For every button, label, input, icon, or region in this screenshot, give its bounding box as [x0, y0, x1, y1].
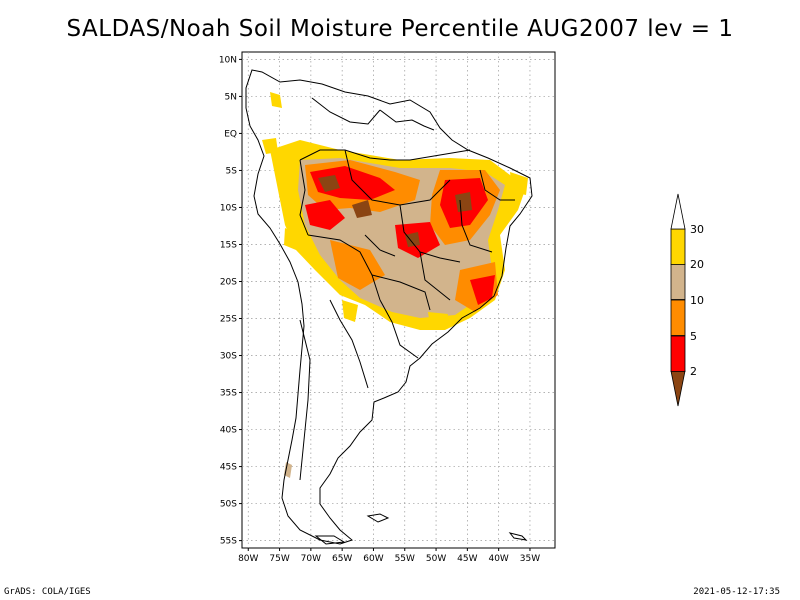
colorbar-segment [670, 335, 686, 372]
footer-credit: GrADS: COLA/IGES [4, 587, 91, 597]
lat-tick-label: 55S [220, 537, 237, 547]
country-border [307, 234, 381, 301]
island-outline [508, 532, 528, 541]
percentile-band-below-2 [405, 232, 420, 247]
lat-tick-label: 10N [219, 55, 237, 65]
country-border [299, 149, 471, 161]
percentile-band-2-5 [470, 275, 495, 305]
lon-tick-label: 75W [269, 554, 289, 564]
colorbar-segment [670, 228, 686, 265]
lat-tick-label: 15S [220, 240, 237, 250]
lon-tick-label: 70W [301, 554, 321, 564]
lon-tick-label: 45W [457, 554, 477, 564]
lon-tick-label: 55W [395, 554, 415, 564]
state-border [479, 169, 515, 201]
lat-tick-label: 40S [220, 426, 237, 436]
state-border [419, 251, 451, 301]
country-border [311, 97, 381, 125]
lat-tick-label: 10S [220, 203, 237, 213]
percentile-band-20-30 [428, 312, 448, 328]
lat-tick-label: 5N [225, 92, 237, 102]
percentile-band-2-5 [310, 166, 395, 200]
percentile-band-20-30 [262, 138, 278, 154]
colorbar-label: 20 [690, 258, 704, 271]
colorbar-segment [670, 263, 686, 300]
colorbar-upper-arrow-icon [670, 193, 686, 230]
percentile-band-below-2 [455, 192, 472, 212]
lat-tick-label: 25S [220, 315, 237, 325]
state-border [459, 199, 493, 253]
lon-tick-label: 50W [426, 554, 446, 564]
country-border [371, 274, 431, 311]
map-title: SALDAS/Noah Soil Moisture Percentile AUG… [66, 16, 734, 42]
lon-tick-label: 35W [520, 554, 540, 564]
lat-tick-label: EQ [224, 129, 237, 139]
lon-tick-label: 80W [238, 554, 258, 564]
colorbar-label: 2 [690, 365, 697, 378]
island-outline [314, 535, 346, 545]
percentile-band-20-30 [342, 300, 358, 322]
percentile-band-20-30 [270, 92, 282, 108]
percentile-band-20-30 [284, 462, 292, 478]
state-border [344, 149, 451, 206]
lat-tick-label: 50S [220, 500, 237, 510]
percentile-band-below-2 [318, 175, 340, 192]
lat-tick-label: 20S [220, 277, 237, 287]
south-america-coastline [245, 69, 533, 545]
footer-timestamp: 2021-05-12-17:35 [693, 587, 780, 597]
colorbar-label: 10 [690, 294, 704, 307]
colorbar-label: 5 [690, 330, 697, 343]
colorbar-segment [670, 299, 686, 336]
percentile-band-20-30 [284, 228, 300, 250]
lon-tick-label: 60W [363, 554, 383, 564]
colorbar: 2 5 10 20 30 [670, 193, 704, 407]
lon-tick-label: 65W [332, 554, 352, 564]
country-border [329, 299, 369, 389]
soil-moisture-field [262, 92, 528, 478]
colorbar-lower-arrow-icon [670, 370, 686, 407]
country-border [299, 319, 311, 481]
lat-tick-label: 35S [220, 389, 237, 399]
percentile-band-20-30 [510, 172, 528, 195]
lat-tick-label: 45S [220, 463, 237, 473]
island-outline [366, 513, 390, 523]
colorbar-label: 30 [690, 223, 704, 236]
coastline [245, 69, 533, 545]
lat-tick-label: 5S [226, 166, 238, 176]
lon-tick-label: 40W [488, 554, 508, 564]
country-border [299, 159, 309, 236]
country-border [379, 109, 435, 131]
percentile-band-5-10 [330, 240, 385, 290]
map-axes: 10N 5N EQ 5S 10S 15S 20S 25S 30S 35S 40S 45S 50S 55S8… [219, 55, 540, 564]
country-border [379, 299, 419, 359]
percentile-band-below-2 [352, 200, 372, 218]
percentile-band-2-5 [305, 200, 345, 230]
lat-tick-label: 30S [220, 352, 237, 362]
state-border [364, 234, 396, 257]
